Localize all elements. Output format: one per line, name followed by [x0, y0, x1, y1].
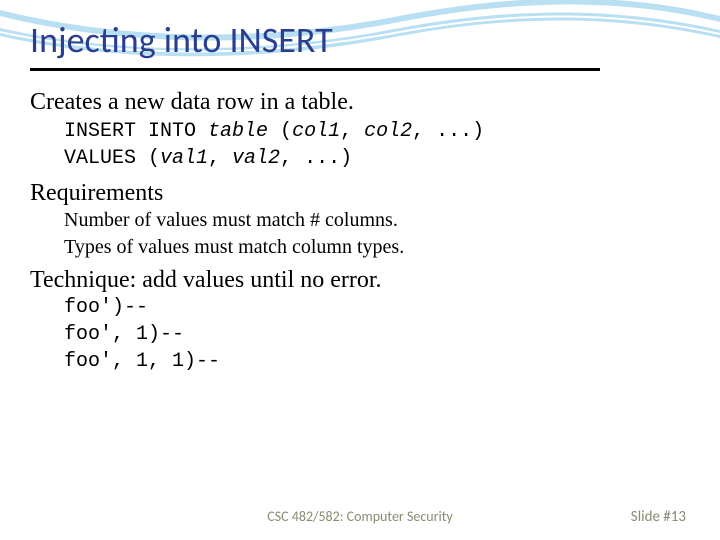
code-text: ( — [268, 120, 292, 143]
code-insert-line1: INSERT INTO table (col1, col2, ...) — [64, 118, 690, 145]
footer-slide-number: Slide #13 — [631, 508, 686, 526]
code-text: , — [208, 147, 232, 170]
code-technique-line: foo', 1)-- — [64, 321, 690, 348]
code-italic: col1 — [292, 120, 340, 143]
code-italic: table — [208, 120, 268, 143]
section-requirements: Requirements — [30, 180, 690, 207]
code-insert-line2: VALUES (val1, val2, ...) — [64, 145, 690, 172]
slide-footer: CSC 482/582: Computer Security Slide #13 — [0, 508, 720, 526]
code-text: , ...) — [280, 147, 352, 170]
code-text: , ...) — [412, 120, 484, 143]
code-text: INSERT INTO — [64, 120, 208, 143]
slide-title: Injecting into INSERT — [30, 18, 690, 62]
requirement-line: Number of values must match # columns. — [64, 207, 690, 234]
footer-course: CSC 482/582: Computer Security — [267, 508, 453, 525]
code-italic: val1 — [160, 147, 208, 170]
section-creates: Creates a new data row in a table. — [30, 89, 690, 116]
code-italic: val2 — [232, 147, 280, 170]
code-text: VALUES ( — [64, 147, 160, 170]
code-technique-line: foo', 1, 1)-- — [64, 348, 690, 375]
requirement-line: Types of values must match column types. — [64, 234, 690, 261]
title-underline — [30, 68, 600, 71]
code-text: , — [340, 120, 364, 143]
code-italic: col2 — [364, 120, 412, 143]
code-technique-line: foo')-- — [64, 294, 690, 321]
slide-content: Injecting into INSERT Creates a new data… — [0, 0, 720, 375]
section-technique: Technique: add values until no error. — [30, 267, 690, 294]
